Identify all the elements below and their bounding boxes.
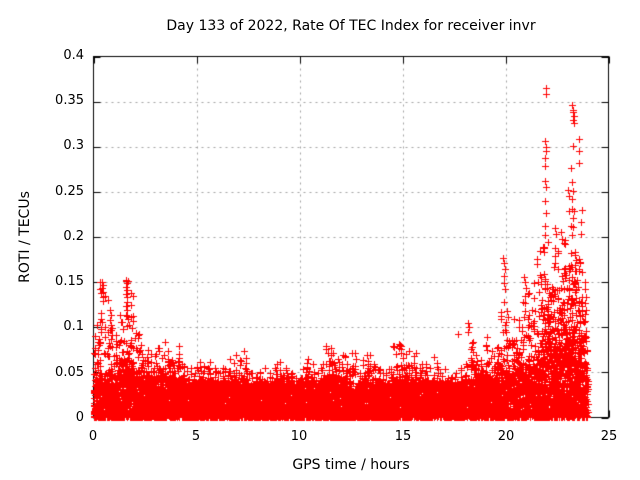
x-tick-label: 20 bbox=[497, 429, 515, 444]
y-tick-label: 0.05 bbox=[55, 365, 84, 380]
chart-title: Day 133 of 2022, Rate Of TEC Index for r… bbox=[166, 18, 536, 34]
x-tick-label: 10 bbox=[290, 429, 308, 444]
x-tick-label: 0 bbox=[88, 429, 98, 444]
x-tick-label: 15 bbox=[394, 429, 412, 444]
y-tick-label: 0.25 bbox=[55, 184, 84, 199]
y-tick-label: 0 bbox=[75, 410, 84, 425]
y-tick-label: 0.35 bbox=[55, 93, 84, 108]
y-tick-label: 0.4 bbox=[63, 48, 84, 63]
y-tick-label: 0.1 bbox=[63, 319, 84, 334]
y-tick-label: 0.2 bbox=[63, 229, 84, 244]
y-tick-label: 0.15 bbox=[55, 274, 84, 289]
x-axis-label: GPS time / hours bbox=[292, 457, 410, 473]
y-tick-label: 0.3 bbox=[63, 138, 84, 153]
x-tick-label: 25 bbox=[600, 429, 618, 444]
x-tick-label: 5 bbox=[191, 429, 201, 444]
